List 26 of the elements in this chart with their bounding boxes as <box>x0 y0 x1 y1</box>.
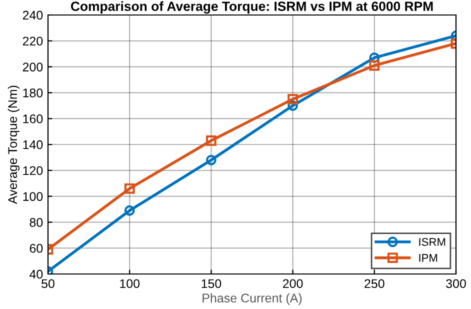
x-tick-label: 250 <box>364 279 384 288</box>
y-tick-label: 120 <box>23 166 43 176</box>
point <box>206 135 216 146</box>
point <box>288 100 298 111</box>
y-tick-label: 80 <box>30 218 43 227</box>
y-tick-label: 60 <box>30 244 43 253</box>
x-axis-title: Phase Current (A) <box>202 293 302 305</box>
y-tick-label: 240 <box>22 10 43 20</box>
x-tick-label: 100 <box>120 279 140 288</box>
y-tick-label: 160 <box>23 114 43 124</box>
y-tick-label: 40 <box>30 270 43 279</box>
x-tick-label: 150 <box>202 279 222 288</box>
y-tick-label: 180 <box>23 88 43 98</box>
x-tick-label: 300 <box>446 279 466 288</box>
point <box>288 94 298 104</box>
legend-label: IPM <box>419 254 438 262</box>
chart-title: Comparison of Average Torque: ISRM vs IPM at 6000 RPM <box>70 1 433 14</box>
y-tick-label: 140 <box>23 140 43 150</box>
y-tick-label: 200 <box>22 62 43 72</box>
y-tick-label: 100 <box>23 192 43 201</box>
y-tick-label: 220 <box>22 36 43 46</box>
point <box>206 154 216 166</box>
x-tick-label: 50 <box>42 279 54 288</box>
x-tick-label: 200 <box>283 279 303 288</box>
y-axis-title: Average Torque (Nm) <box>8 86 20 204</box>
legend-label: ISRM <box>419 238 446 246</box>
